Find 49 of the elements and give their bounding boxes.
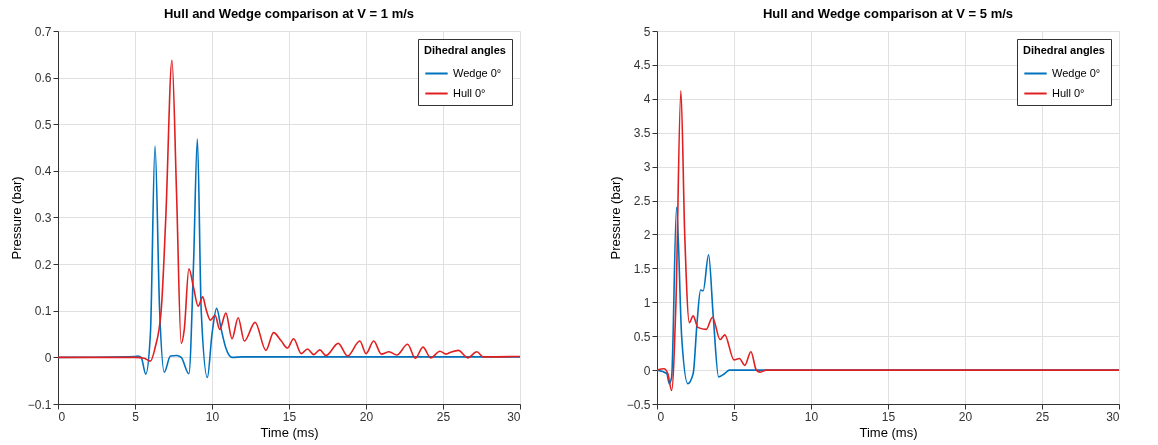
x-axis-title: Time (ms): [859, 424, 918, 440]
y-axis-title: Pressure (bar): [8, 176, 24, 260]
y-tick-label: 3: [643, 160, 651, 175]
chart-title: Hull and Wedge comparison at V = 1 m/s: [163, 6, 415, 21]
x-tick-label: 20: [958, 409, 973, 424]
y-tick-label: 0: [643, 363, 651, 378]
x-tick-label: 15: [282, 409, 297, 424]
legend-label: Hull 0°: [453, 86, 486, 99]
y-axis-title: Pressure (bar): [607, 176, 623, 260]
y-tick-label: 4: [643, 92, 651, 107]
x-tick-label: 30: [507, 409, 521, 424]
y-tick-label: 0: [44, 350, 52, 365]
y-tick-label: 0.2: [34, 257, 52, 272]
legend-title: Dihedral angles: [424, 44, 506, 56]
y-tick-label: 0.4: [34, 164, 52, 179]
y-tick-label: 2: [643, 227, 651, 242]
y-tick-label: 0.1: [34, 304, 52, 319]
x-tick-label: 5: [132, 409, 140, 424]
legend-label: Hull 0°: [1052, 86, 1085, 99]
x-tick-label: 25: [1035, 409, 1050, 424]
y-tick-label: 5: [643, 24, 651, 39]
x-tick-label: 10: [205, 409, 220, 424]
line-series: [657, 89, 1119, 392]
y-tick-label: 1.5: [633, 261, 651, 276]
chart-title: Hull and Wedge comparison at V = 5 m/s: [762, 6, 1014, 21]
x-tick-label: 0: [58, 409, 66, 424]
y-tick-label: 2.5: [633, 194, 651, 209]
x-tick-label: 5: [731, 409, 739, 424]
y-tick-label: 0.6: [34, 71, 52, 86]
y-tick-label: −0.1: [27, 397, 52, 412]
legend-label: Wedge 0°: [1052, 66, 1101, 79]
x-tick-label: 10: [804, 409, 819, 424]
x-tick-label: 20: [359, 409, 374, 424]
y-tick-label: 3.5: [633, 126, 651, 141]
x-tick-label: 30: [1106, 409, 1120, 424]
y-tick-label: 0.5: [633, 329, 651, 344]
x-tick-label: 0: [657, 409, 665, 424]
y-tick-label: −0.5: [626, 397, 651, 412]
x-tick-label: 15: [881, 409, 896, 424]
y-tick-label: 4.5: [633, 58, 651, 73]
line-series: [58, 59, 520, 362]
y-tick-label: 0.3: [34, 211, 52, 225]
y-tick-label: 1: [643, 295, 651, 310]
legend-title: Dihedral angles: [1023, 44, 1105, 56]
x-axis-title: Time (ms): [260, 424, 319, 440]
x-tick-label: 25: [436, 409, 451, 424]
y-tick-label: 0.5: [34, 117, 52, 132]
legend-label: Wedge 0°: [453, 66, 502, 79]
y-tick-label: 0.7: [34, 24, 52, 39]
